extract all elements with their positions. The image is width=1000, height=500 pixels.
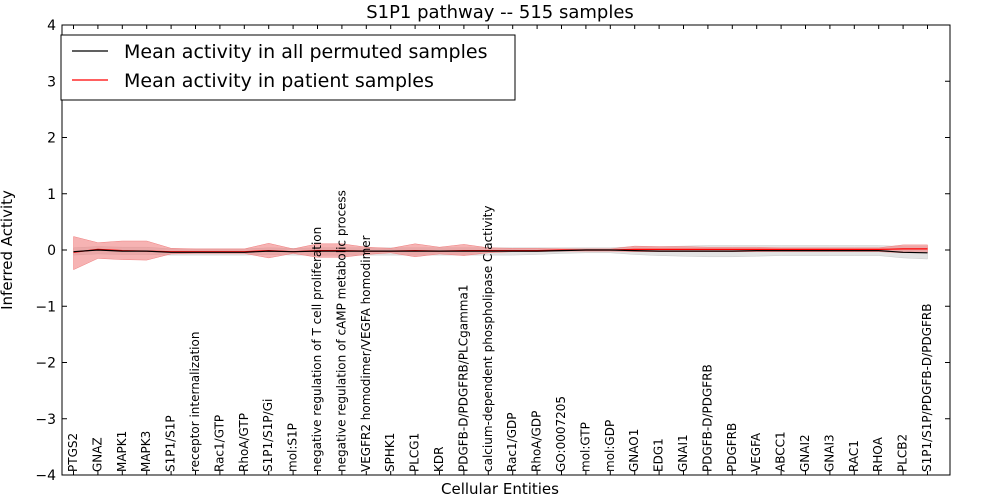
category-label: mol:S1P (286, 423, 300, 472)
category-label: PLCB2 (896, 434, 910, 472)
category-labels: PTGS2 GNAZ MAPK1 MAPK3 S1P1/S1P receptor inte… (66, 190, 934, 472)
line-permuted (73, 249, 928, 254)
category-label: GNAI1 (676, 434, 690, 472)
series-lines (73, 248, 928, 254)
y-tick-label: −1 (35, 299, 56, 315)
category-label: GNAO1 (627, 429, 641, 472)
category-label: PDGFB-D/PDGFRB/PLCgamma1 (456, 285, 470, 472)
legend-label-patient: Mean activity in patient samples (124, 70, 434, 92)
y-tick-label: −4 (35, 468, 56, 484)
category-label: S1P1/S1P/Gi (261, 399, 275, 472)
category-label: RHOA (871, 436, 885, 472)
chart-title: S1P1 pathway -- 515 samples (366, 2, 634, 23)
category-label: KDR (432, 447, 446, 472)
category-label: PDGFRB (725, 423, 739, 472)
category-label: S1P1/S1P (164, 415, 178, 472)
category-label: MAPK3 (139, 431, 153, 472)
category-label: receptor internalization (188, 332, 202, 472)
category-label: SPHK1 (383, 433, 397, 472)
y-axis-title: Inferred Activity (0, 190, 16, 310)
category-label: GNAI3 (822, 434, 836, 472)
category-label: EDG1 (652, 438, 666, 472)
y-tick-label: −2 (35, 356, 56, 372)
x-axis-ticks (73, 25, 928, 475)
y-tick-label: 1 (47, 187, 56, 203)
category-label: Rac1/GDP (505, 413, 519, 472)
category-label: Rac1/GTP (212, 415, 226, 472)
y-tick-label: 2 (47, 131, 56, 147)
category-label: RAC1 (847, 440, 861, 472)
category-label: mol:GTP (578, 422, 592, 472)
category-label: S1P1/S1P/PDGFB-D/PDGFRB (920, 304, 934, 472)
legend-label-permuted: Mean activity in all permuted samples (124, 41, 487, 63)
category-label: negative regulation of cAMP metabolic pr… (334, 190, 348, 472)
y-tick-label: 4 (47, 18, 56, 34)
category-label: MAPK1 (115, 431, 129, 472)
category-label: VEGFA (749, 432, 763, 472)
plot-frame (61, 24, 951, 476)
category-label: mol:GDP (603, 420, 617, 472)
y-tick-label: −3 (35, 412, 56, 428)
category-label: RhoA/GDP (530, 411, 544, 472)
category-label: RhoA/GTP (237, 413, 251, 472)
category-label: PDGFB-D/PDGFRB (700, 364, 714, 472)
y-tick-label: 0 (47, 243, 56, 259)
category-label: GO:0007205 (554, 396, 568, 472)
y-axis-ticks: −4 −3 −2 −1 0 1 2 3 4 (35, 18, 950, 484)
category-label: GNAZ (90, 437, 104, 472)
category-label: negative regulation of T cell proliferat… (310, 227, 324, 472)
x-axis-title: Cellular Entities (441, 480, 559, 498)
legend-box (60, 34, 516, 101)
category-label: calcium-dependent phospholipase C activi… (481, 206, 495, 472)
category-label: GNAI2 (798, 434, 812, 472)
legend: Mean activity in all permuted samples Me… (60, 34, 516, 101)
y-tick-label: 3 (47, 74, 56, 90)
category-label: ABCC1 (774, 431, 788, 472)
category-label: VEGFR2 homodimer/VEGFA homodimer (359, 235, 373, 472)
category-label: PLCG1 (408, 433, 422, 472)
category-label: PTGS2 (66, 433, 80, 472)
